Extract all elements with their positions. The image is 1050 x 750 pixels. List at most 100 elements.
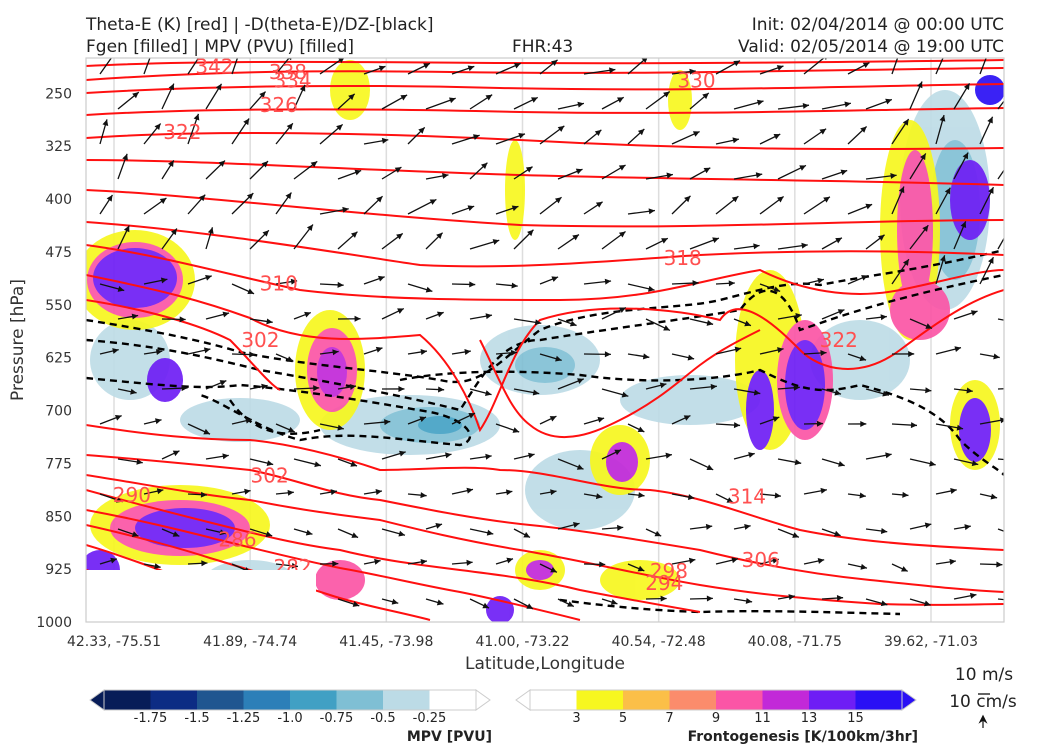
wind-vector-arrow	[821, 309, 845, 320]
wind-vector-arrow	[161, 228, 178, 250]
wind-vector-arrow	[407, 349, 428, 355]
wind-vector-arrow	[583, 561, 606, 568]
wind-vector-arrow	[909, 458, 936, 467]
wind-vector-arrow	[601, 598, 618, 605]
wind-vector-arrow	[953, 221, 967, 250]
wind-vector-arrow	[645, 528, 662, 537]
wind-vector-arrow	[99, 493, 123, 503]
wind-vector-arrow	[865, 234, 885, 250]
wind-vector-arrow	[759, 557, 779, 565]
wind-vector-arrow	[143, 197, 167, 215]
colorbar-tick-label: -0.25	[413, 711, 447, 726]
wind-vector-arrow	[187, 560, 208, 567]
wind-vector-arrow	[557, 318, 577, 327]
wind-vector-arrow	[557, 598, 575, 608]
wind-vector-arrow	[513, 318, 542, 326]
wind-vector-arrow	[469, 94, 493, 110]
wind-vector-arrow	[583, 201, 603, 215]
wind-vector-arrow	[909, 153, 927, 180]
wind-vector-arrow	[293, 385, 320, 392]
colorbar-tick-label: 5	[619, 711, 627, 726]
wind-vector-arrow	[689, 523, 713, 530]
y-tick-label: 1000	[36, 615, 72, 631]
wind-vector-arrow	[953, 524, 971, 531]
colorbar-tick-label: 15	[847, 711, 864, 726]
x-tick-label: 42.33, -75.51	[67, 634, 161, 650]
wind-vector-arrow	[759, 195, 785, 215]
forecast-hour: FHR:43	[512, 37, 574, 57]
wind-vector-arrow	[143, 418, 162, 425]
theta-e-contour-label: 342	[195, 54, 233, 78]
wind-vector-arrow	[319, 58, 345, 75]
wind-vector-arrow	[909, 224, 929, 250]
wind-vector-arrow	[627, 353, 650, 360]
wind-vector-arrow	[627, 208, 656, 215]
mpv-colorbar: -1.75 -1.5 -1.25 -1.0 -0.75 -0.5 -0.25	[89, 689, 491, 726]
wind-vector-arrow	[161, 316, 186, 323]
wind-vector-arrow	[997, 100, 1004, 110]
wind-vector-arrow	[363, 195, 384, 215]
wind-vector-arrow	[821, 595, 844, 602]
y-tick-label: 850	[45, 509, 72, 525]
wind-vector-arrow	[143, 277, 168, 285]
x-tick-label: 40.54, -72.48	[612, 634, 706, 650]
colorbar-segment	[336, 690, 384, 710]
wind-vector-arrow	[557, 378, 584, 390]
x-axis-label: Latitude,Longitude	[465, 654, 625, 674]
y-tick-label: 700	[45, 404, 72, 420]
wind-vector-arrow	[495, 557, 514, 565]
wind-vector-arrow	[381, 307, 405, 320]
dtheta-e-dz-black-contours	[86, 248, 1004, 616]
wind-vector-arrow	[99, 194, 113, 215]
wind-vector-arrow	[539, 489, 557, 496]
terrain-mask	[86, 570, 316, 622]
wind-vector-arrow	[513, 166, 533, 180]
wind-vector-arrow	[689, 92, 710, 110]
wind-vector-arrow	[777, 164, 807, 180]
wind-vector-arrow	[821, 101, 852, 110]
wind-vector-arrow	[953, 387, 973, 394]
wind-vector-arrow	[407, 416, 427, 425]
theta-e-contour-label: 302	[241, 328, 279, 352]
wind-vector-arrow	[407, 558, 428, 565]
wind-vector-arrow	[143, 123, 162, 145]
wind-vector-arrow	[777, 242, 808, 250]
wind-vector-arrow	[601, 96, 625, 110]
wind-vector-arrow	[891, 491, 909, 498]
wind-vector-arrow	[821, 528, 841, 537]
wind-vector-arrow	[777, 312, 802, 320]
wind-vector-arrow	[249, 458, 274, 467]
y-tick-label: 400	[45, 192, 72, 208]
wind-vector-arrow	[187, 423, 211, 435]
wind-vector-arrow	[231, 351, 256, 358]
wind-vector-arrow	[275, 562, 299, 569]
colorbar-tick-label: 13	[801, 711, 818, 726]
colorbar-segment	[150, 690, 198, 710]
wind-vector-arrow	[495, 132, 526, 145]
wind-vector-arrow	[99, 348, 119, 355]
wind-vector-arrow	[953, 592, 977, 600]
wind-vector-arrow	[803, 420, 823, 427]
wind-vector-arrow	[451, 65, 475, 75]
wind-vector-arrow	[205, 83, 223, 110]
wind-vector-arrow	[407, 126, 426, 145]
wind-vector-arrow	[847, 203, 873, 215]
wind-vector-arrow	[847, 62, 870, 75]
wind-vector-arrow	[583, 129, 602, 145]
wind-vector-arrow	[495, 205, 519, 215]
wind-vector-arrow	[319, 123, 344, 145]
wind-vector-arrow	[451, 349, 471, 355]
wind-vector-arrow	[557, 458, 584, 470]
wind-vector-arrow	[451, 487, 474, 495]
wind-vector-arrow	[451, 412, 476, 425]
wind-vector-arrow	[583, 416, 605, 425]
wind-vector-arrow	[803, 196, 831, 215]
wind-vector-arrow	[231, 488, 251, 495]
colorbar-segment	[716, 690, 764, 710]
wind-vector-arrow	[99, 119, 109, 145]
wind-vector-arrow	[451, 559, 473, 566]
wind-vector-arrow	[363, 558, 381, 565]
colorbar-segment	[197, 690, 245, 710]
wind-vector-arrow	[777, 384, 800, 391]
wind-vector-arrow	[469, 598, 490, 609]
